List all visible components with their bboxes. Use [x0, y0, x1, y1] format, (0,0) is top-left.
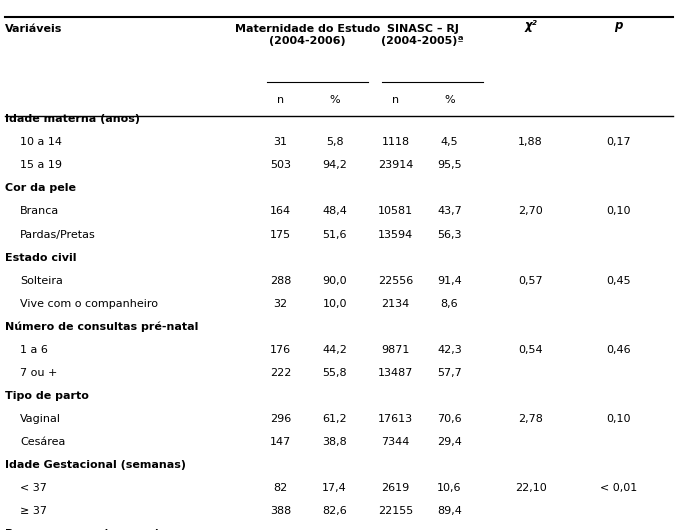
Text: 89,4: 89,4 — [437, 506, 462, 516]
Text: 7 ou +: 7 ou + — [20, 368, 57, 378]
Text: 17,4: 17,4 — [322, 483, 347, 493]
Text: Pardas/Pretas: Pardas/Pretas — [20, 229, 96, 240]
Text: 1118: 1118 — [381, 137, 410, 147]
Text: 0,17: 0,17 — [606, 137, 631, 147]
Text: 51,6: 51,6 — [322, 229, 347, 240]
Text: 288: 288 — [270, 276, 291, 286]
Text: 176: 176 — [270, 345, 291, 355]
Text: Idade Gestacional (semanas): Idade Gestacional (semanas) — [5, 460, 187, 470]
Text: 94,2: 94,2 — [322, 161, 347, 170]
Text: 61,2: 61,2 — [322, 414, 347, 424]
Text: Idade materna (anos): Idade materna (anos) — [5, 114, 141, 124]
Text: 32: 32 — [274, 299, 287, 308]
Text: 2134: 2134 — [381, 299, 410, 308]
Text: 10,6: 10,6 — [437, 483, 462, 493]
Text: < 0,01: < 0,01 — [600, 483, 637, 493]
Text: 164: 164 — [270, 207, 291, 216]
Text: 9871: 9871 — [381, 345, 410, 355]
Text: n: n — [392, 95, 399, 105]
Text: 8,6: 8,6 — [441, 299, 458, 308]
Text: 10,0: 10,0 — [322, 299, 347, 308]
Text: 44,2: 44,2 — [322, 345, 347, 355]
Text: 31: 31 — [274, 137, 287, 147]
Text: Cor da pele: Cor da pele — [5, 183, 76, 193]
Text: SINASC – RJ
(2004-2005)ª: SINASC – RJ (2004-2005)ª — [381, 24, 464, 46]
Text: 296: 296 — [270, 414, 291, 424]
Text: < 37: < 37 — [20, 483, 47, 493]
Text: 42,3: 42,3 — [437, 345, 462, 355]
Text: Variáveis: Variáveis — [5, 24, 63, 34]
Text: 503: 503 — [270, 161, 291, 170]
Text: Solteira: Solteira — [20, 276, 63, 286]
Text: 0,10: 0,10 — [606, 414, 631, 424]
Text: 13487: 13487 — [378, 368, 413, 378]
Text: 4,5: 4,5 — [441, 137, 458, 147]
Text: %: % — [444, 95, 455, 105]
Text: Vive com o companheiro: Vive com o companheiro — [20, 299, 158, 308]
Text: Maternidade do Estudo
(2004-2006): Maternidade do Estudo (2004-2006) — [235, 24, 380, 46]
Text: Estado civil: Estado civil — [5, 253, 77, 262]
Text: 5,8: 5,8 — [326, 137, 343, 147]
Text: 82: 82 — [273, 483, 288, 493]
Text: 70,6: 70,6 — [437, 414, 462, 424]
Text: 15 a 19: 15 a 19 — [20, 161, 62, 170]
Text: 91,4: 91,4 — [437, 276, 462, 286]
Text: 22556: 22556 — [378, 276, 413, 286]
Text: Peso ao nascer (gramas): Peso ao nascer (gramas) — [5, 529, 160, 530]
Text: χ²: χ² — [525, 19, 537, 32]
Text: 0,45: 0,45 — [606, 276, 631, 286]
Text: 10581: 10581 — [378, 207, 413, 216]
Text: 0,10: 0,10 — [606, 207, 631, 216]
Text: Tipo de parto: Tipo de parto — [5, 391, 89, 401]
Text: 1 a 6: 1 a 6 — [20, 345, 48, 355]
Text: 2,70: 2,70 — [518, 207, 543, 216]
Text: 23914: 23914 — [378, 161, 413, 170]
Text: %: % — [329, 95, 340, 105]
Text: 10 a 14: 10 a 14 — [20, 137, 62, 147]
Text: 48,4: 48,4 — [322, 207, 347, 216]
Text: 82,6: 82,6 — [322, 506, 347, 516]
Text: 388: 388 — [270, 506, 291, 516]
Text: 57,7: 57,7 — [437, 368, 462, 378]
Text: 17613: 17613 — [378, 414, 413, 424]
Text: 7344: 7344 — [381, 437, 410, 447]
Text: 0,46: 0,46 — [606, 345, 631, 355]
Text: Cesárea: Cesárea — [20, 437, 66, 447]
Text: ≥ 37: ≥ 37 — [20, 506, 47, 516]
Text: 95,5: 95,5 — [437, 161, 462, 170]
Text: 22155: 22155 — [378, 506, 413, 516]
Text: 43,7: 43,7 — [437, 207, 462, 216]
Text: Número de consultas pré-natal: Número de consultas pré-natal — [5, 322, 199, 332]
Text: 0,57: 0,57 — [518, 276, 543, 286]
Text: p: p — [614, 19, 623, 32]
Text: 38,8: 38,8 — [322, 437, 347, 447]
Text: Vaginal: Vaginal — [20, 414, 62, 424]
Text: 22,10: 22,10 — [515, 483, 546, 493]
Text: 175: 175 — [270, 229, 291, 240]
Text: 29,4: 29,4 — [437, 437, 462, 447]
Text: Branca: Branca — [20, 207, 59, 216]
Text: 147: 147 — [270, 437, 291, 447]
Text: 222: 222 — [270, 368, 291, 378]
Text: 0,54: 0,54 — [518, 345, 543, 355]
Text: 1,88: 1,88 — [518, 137, 543, 147]
Text: 2619: 2619 — [381, 483, 410, 493]
Text: 2,78: 2,78 — [518, 414, 543, 424]
Text: 56,3: 56,3 — [437, 229, 462, 240]
Text: n: n — [277, 95, 284, 105]
Text: 90,0: 90,0 — [322, 276, 347, 286]
Text: 55,8: 55,8 — [322, 368, 347, 378]
Text: 13594: 13594 — [378, 229, 413, 240]
